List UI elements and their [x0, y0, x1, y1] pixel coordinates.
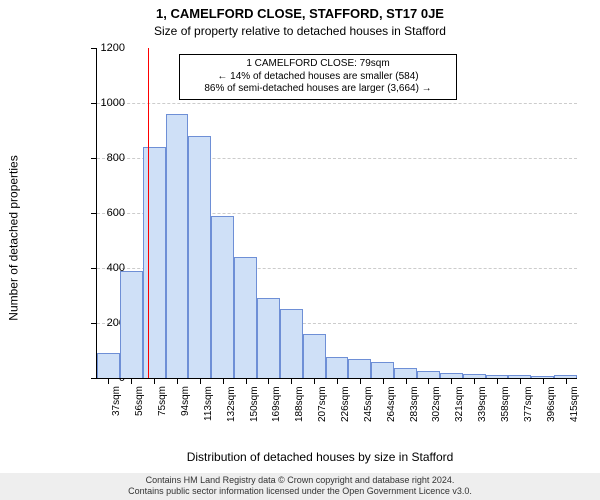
footer-line: Contains public sector information licen…: [0, 486, 600, 497]
x-tick: [131, 378, 132, 384]
x-tick: [497, 378, 498, 384]
x-tick-label: 207sqm: [317, 386, 328, 422]
x-tick: [451, 378, 452, 384]
histogram-bar: [166, 114, 189, 378]
plot-area: 020040060080010001200 1 CAMELFORD CLOSE:…: [96, 48, 577, 379]
histogram-bar: [234, 257, 257, 378]
footer: Contains HM Land Registry data © Crown c…: [0, 473, 600, 500]
histogram-bar: [280, 309, 303, 378]
x-tick-label: 302sqm: [431, 386, 442, 422]
y-axis-label: Number of detached properties: [4, 48, 24, 428]
x-tick-label: 226sqm: [340, 386, 351, 422]
x-tick-label: 150sqm: [249, 386, 260, 422]
x-tick-label: 339sqm: [477, 386, 488, 422]
annotation-line: 1 CAMELFORD CLOSE: 79sqm: [186, 58, 450, 71]
x-tick: [383, 378, 384, 384]
x-tick: [360, 378, 361, 384]
x-tick: [246, 378, 247, 384]
histogram-bar: [211, 216, 234, 378]
page-subtitle: Size of property relative to detached ho…: [0, 24, 600, 38]
page-title: 1, CAMELFORD CLOSE, STAFFORD, ST17 0JE: [0, 6, 600, 21]
x-tick-label: 245sqm: [363, 386, 374, 422]
x-tick: [223, 378, 224, 384]
histogram-bar: [188, 136, 211, 378]
x-tick: [200, 378, 201, 384]
annotation-line: ← 14% of detached houses are smaller (58…: [186, 71, 450, 84]
x-tick-label: 358sqm: [500, 386, 511, 422]
x-tick-label: 169sqm: [271, 386, 282, 422]
x-tick: [291, 378, 292, 384]
x-tick-label: 94sqm: [180, 386, 191, 416]
annotation-box: 1 CAMELFORD CLOSE: 79sqm ← 14% of detach…: [179, 54, 457, 100]
x-tick: [543, 378, 544, 384]
footer-line: Contains HM Land Registry data © Crown c…: [0, 475, 600, 486]
x-tick-label: 37sqm: [111, 386, 122, 416]
histogram-bar: [120, 271, 143, 378]
x-tick-label: 415sqm: [569, 386, 580, 422]
gridline: [97, 103, 577, 104]
page: 1, CAMELFORD CLOSE, STAFFORD, ST17 0JE S…: [0, 0, 600, 500]
y-tick-label: 1200: [95, 42, 125, 54]
x-tick: [268, 378, 269, 384]
histogram-bar: [143, 147, 166, 378]
histogram-bar: [394, 368, 417, 378]
x-tick-label: 377sqm: [523, 386, 534, 422]
histogram-bar: [326, 357, 349, 378]
x-tick: [314, 378, 315, 384]
histogram-bar: [257, 298, 280, 378]
x-tick-label: 75sqm: [157, 386, 168, 416]
y-tick-label: 600: [95, 207, 125, 219]
x-tick: [566, 378, 567, 384]
x-tick-label: 396sqm: [546, 386, 557, 422]
x-tick-label: 264sqm: [386, 386, 397, 422]
histogram-bar: [371, 362, 394, 379]
annotation-line: 86% of semi-detached houses are larger (…: [186, 83, 450, 96]
x-tick: [337, 378, 338, 384]
histogram-bar: [303, 334, 326, 378]
x-tick-label: 188sqm: [294, 386, 305, 422]
chart: 020040060080010001200 1 CAMELFORD CLOSE:…: [60, 48, 580, 428]
property-marker-line: [148, 48, 149, 378]
x-tick: [474, 378, 475, 384]
x-tick: [406, 378, 407, 384]
x-tick: [520, 378, 521, 384]
histogram-bar: [97, 353, 120, 378]
y-tick-label: 800: [95, 152, 125, 164]
x-tick-label: 56sqm: [134, 386, 145, 416]
x-tick-label: 113sqm: [203, 386, 214, 421]
x-tick-label: 321sqm: [454, 386, 465, 422]
x-tick-label: 283sqm: [409, 386, 420, 422]
x-tick-label: 132sqm: [226, 386, 237, 422]
histogram-bar: [348, 359, 371, 378]
y-tick-label: 1000: [95, 97, 125, 109]
x-tick: [177, 378, 178, 384]
histogram-bar: [417, 371, 440, 378]
x-tick: [108, 378, 109, 384]
x-tick: [154, 378, 155, 384]
x-axis-label: Distribution of detached houses by size …: [60, 450, 580, 464]
x-tick: [428, 378, 429, 384]
